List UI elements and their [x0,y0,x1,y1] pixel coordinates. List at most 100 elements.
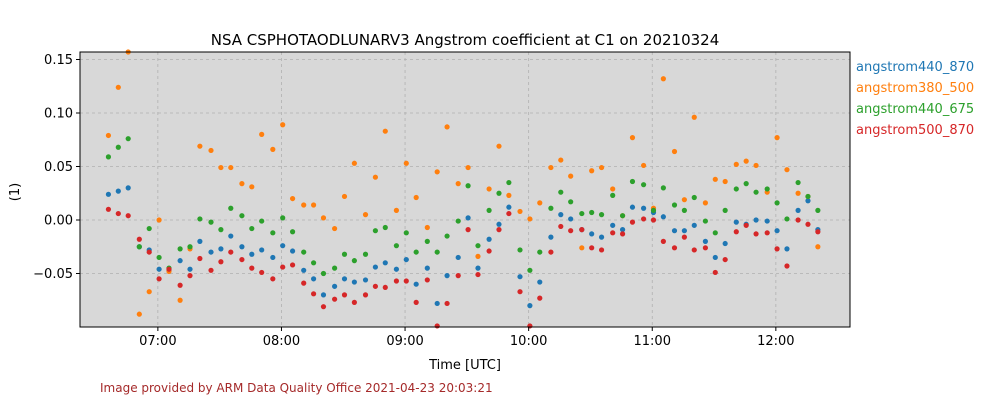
data-point [105,191,112,197]
data-point [270,230,276,236]
data-point [424,277,430,283]
data-point [136,236,142,242]
data-point [382,284,388,291]
data-point [805,221,811,227]
data-point [372,283,378,289]
data-point [598,212,605,218]
data-point [589,209,595,216]
data-point [764,218,770,224]
series-angstrom440_870 [105,185,821,309]
data-point [548,164,554,171]
data-point [568,216,574,222]
data-point [589,231,595,237]
data-point [320,215,327,221]
data-point [310,202,317,208]
data-point [465,164,471,171]
data-point [259,131,265,137]
data-point [105,206,112,212]
data-point [289,262,296,268]
data-point [681,197,687,203]
data-point [115,210,121,217]
data-point [712,254,718,261]
data-point [197,216,203,222]
data-point [455,273,461,279]
data-point [310,291,317,297]
data-point [764,230,770,236]
data-point [218,246,224,252]
data-point [156,254,162,261]
data-point [177,282,183,288]
data-point [332,265,338,271]
data-point [589,245,595,251]
data-point [753,162,759,169]
data-point [660,76,666,82]
data-point [774,135,780,141]
data-point [527,216,533,222]
data-point [712,176,718,182]
data-point [146,289,152,295]
data-point [475,243,481,249]
data-point [156,217,162,223]
data-point [187,266,193,272]
data-point [146,249,152,255]
data-point [722,256,728,263]
data-point [691,247,697,253]
data-point [320,304,327,310]
data-point [774,246,780,252]
data-point [650,207,657,213]
data-point [486,248,492,254]
data-point [270,146,276,152]
data-point [105,154,112,160]
data-point [341,292,348,298]
data-point [434,169,440,175]
data-point [351,279,357,285]
data-point [743,158,749,164]
data-point [156,266,162,272]
data-point [589,168,595,174]
data-point [784,167,790,173]
data-point [712,230,718,236]
data-point [208,219,214,225]
data-point [177,297,183,303]
data-point [660,214,666,220]
data-point [475,265,481,271]
y-axis-label: (1) [8,183,23,201]
data-point [228,164,234,171]
data-point [289,229,296,235]
legend-item-angstrom440-870: angstrom440_870 [856,60,975,75]
data-point [218,259,224,265]
data-point [640,182,647,188]
series-angstrom500_870 [105,206,821,329]
data-point [650,217,657,223]
data-point [537,295,543,301]
data-point [320,270,327,277]
data-point [681,207,687,213]
data-point [362,212,369,218]
data-point [393,266,400,272]
x-tick-label: 10:00 [510,334,547,349]
data-point [805,198,811,204]
data-point [527,267,533,273]
data-point [413,249,419,255]
data-point [455,181,461,187]
data-point [444,273,450,279]
x-tick-label: 07:00 [139,334,176,349]
data-point [506,210,512,217]
data-point [434,249,440,255]
data-point [115,188,121,194]
data-point [301,249,307,255]
data-point [341,251,348,257]
data-point [527,302,533,309]
data-point [434,300,440,307]
data-points [105,49,821,329]
data-point [629,219,636,225]
data-point [681,234,687,240]
data-point [341,276,348,282]
x-tick-label: 12:00 [757,334,794,349]
data-point [362,277,369,283]
data-point [208,147,214,154]
plot-frame [79,51,851,328]
data-point [805,193,811,200]
data-point [115,84,121,90]
data-point [413,299,419,305]
